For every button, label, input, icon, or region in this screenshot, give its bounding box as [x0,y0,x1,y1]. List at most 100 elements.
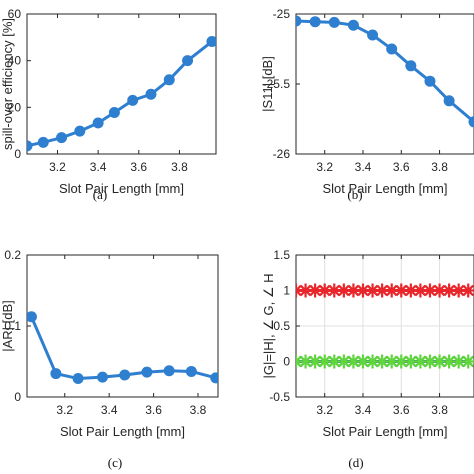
data-point [365,283,380,298]
data-point [108,106,120,118]
data-point [327,283,342,298]
data-point [355,354,370,369]
chart-panel-c: 3.2 3.4 3.6 3.8 0 0.1 0.2 Slot Pair Length [mm]… [0,248,219,470]
data-layer [27,311,218,385]
data-point [405,60,417,72]
data-point [461,283,474,298]
data-point [27,311,37,323]
x-tick-label: 3.2 [49,160,66,174]
data-point [37,136,49,148]
y-tick-label: -25 [273,7,291,21]
y-tick-label: 0.1 [4,319,21,333]
y-tick-label: -26 [273,147,291,161]
data-point [298,354,313,369]
x-tick-label: 3.2 [316,160,333,174]
data-point [375,354,390,369]
data-point [206,36,216,48]
data-point [97,371,109,383]
data-layer [296,15,474,128]
x-tick-label: 3.4 [355,160,372,174]
data-point [367,29,379,41]
x-tick-label: 3.6 [393,160,410,174]
y-axis-label: |AR| [dB] [0,300,15,352]
y-tick-label: 0.5 [273,319,290,333]
data-layer [296,283,474,369]
data-point [308,283,323,298]
plot-frame [295,13,474,155]
y-tick-label: 40 [8,54,22,68]
data-point [185,365,197,377]
data-point [461,354,474,369]
data-point [394,354,409,369]
data-point [468,116,474,128]
y-tick-label: 0 [14,390,21,404]
y-tick-label: -25.5 [263,77,291,91]
data-point [384,354,399,369]
y-tick-label: 1.5 [273,248,290,262]
data-point [317,354,332,369]
data-point [298,283,313,298]
data-point [432,354,447,369]
data-point [145,88,157,100]
data-point [432,283,447,298]
x-tick-label: 3.8 [431,403,448,417]
data-point [317,283,332,298]
data-point [422,354,437,369]
data-point [386,43,398,55]
x-tick-label: 3.4 [101,403,118,417]
data-point [119,369,131,381]
panel-caption: (a) [93,187,107,202]
x-tick-label: 3.4 [90,160,107,174]
data-point [327,354,342,369]
y-tick-label: -0.5 [269,390,290,404]
data-point [182,55,194,67]
data-point [403,354,418,369]
x-axis-label: Slot Pair Length [mm] [59,181,184,196]
data-point [163,365,175,377]
data-point [163,74,175,86]
x-tick-label: 3.2 [316,403,333,417]
data-point [210,372,218,384]
data-point [394,283,409,298]
x-tick-label: 3.6 [393,403,410,417]
data-point [296,15,302,27]
data-point [127,94,139,106]
data-point [309,16,321,28]
data-point [92,117,104,129]
y-axis-label: spill-over efficiency [%] [0,18,15,150]
y-tick-label: 0 [283,355,290,369]
chart-panel-d: 3.2 3.4 3.6 3.8 1.5 1 0.5 0 -0.5 Slot Pair Length… [261,248,474,470]
data-point [442,354,457,369]
data-layer [27,36,216,152]
y-axis-label: |S11| [dB] [260,56,275,112]
y-tick-label: 60 [8,7,22,21]
x-axis-label: Slot Pair Length [mm] [60,424,185,439]
data-point [355,283,370,298]
x-tick-label: 3.6 [130,160,147,174]
chart-panel-a: 3.2 3.4 3.6 3.8 0 20 40 60 Slot Pair Length [mm]… [0,7,217,202]
plot-frame [26,13,217,155]
x-axis-label: Slot Pair Length [mm] [323,424,448,439]
panel-caption: (b) [347,187,362,202]
data-point [50,368,62,380]
x-tick-label: 3.8 [171,160,188,174]
data-point [56,132,68,144]
data-point [403,283,418,298]
data-point [346,354,361,369]
y-tick-label: 0 [14,147,21,161]
data-point [74,125,86,137]
data-point [413,283,428,298]
y-tick-label: 20 [8,100,22,114]
data-point [442,283,457,298]
data-point [308,354,323,369]
data-point [365,354,380,369]
data-point [451,283,466,298]
data-point [347,19,359,31]
data-point [27,140,33,152]
data-point [375,283,390,298]
chart-panel-b: 3.2 3.4 3.6 3.8 -25 -25.5 -26 Slot Pair Length … [260,7,474,202]
x-axis-label: Slot Pair Length [mm] [323,181,448,196]
data-point [413,354,428,369]
data-point [328,16,340,28]
